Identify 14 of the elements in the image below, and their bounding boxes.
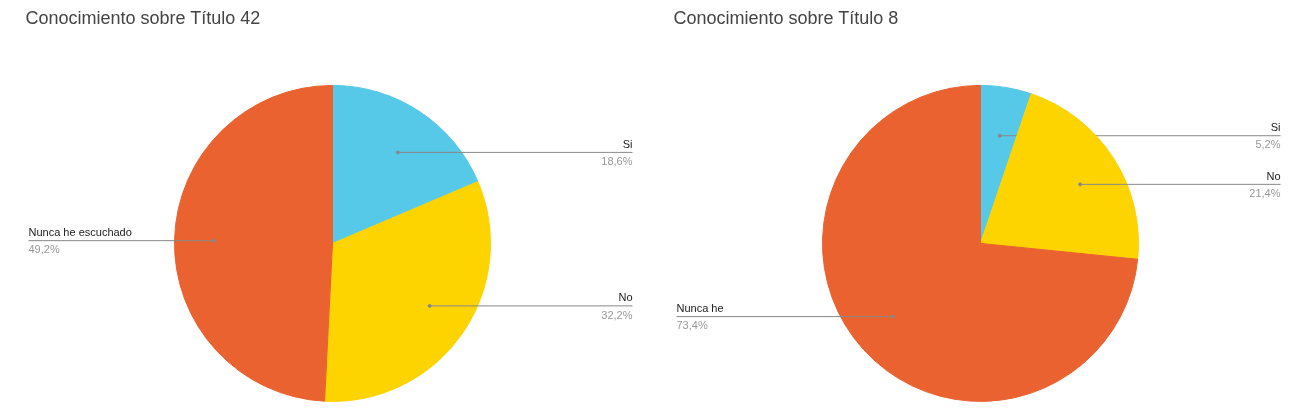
data-label: 73,4% bbox=[676, 319, 708, 332]
data-label: 18,6% bbox=[601, 155, 633, 168]
slice-label: Nunca he bbox=[676, 301, 724, 314]
data-label: 5,2% bbox=[1255, 138, 1281, 151]
slice-label: No bbox=[1266, 169, 1281, 182]
slice-label: No bbox=[618, 291, 633, 304]
slice-label: Si bbox=[622, 137, 633, 150]
data-label: 32,2% bbox=[601, 308, 633, 321]
slice-label: Nunca he escuchado bbox=[28, 225, 132, 238]
data-label: 21,4% bbox=[1249, 187, 1281, 200]
chart-title: Conocimiento sobre Título 42 bbox=[25, 7, 261, 28]
data-label: 49,2% bbox=[28, 243, 60, 256]
chart-title: Conocimiento sobre Título 8 bbox=[673, 7, 899, 28]
slice-label: Si bbox=[1270, 120, 1281, 133]
